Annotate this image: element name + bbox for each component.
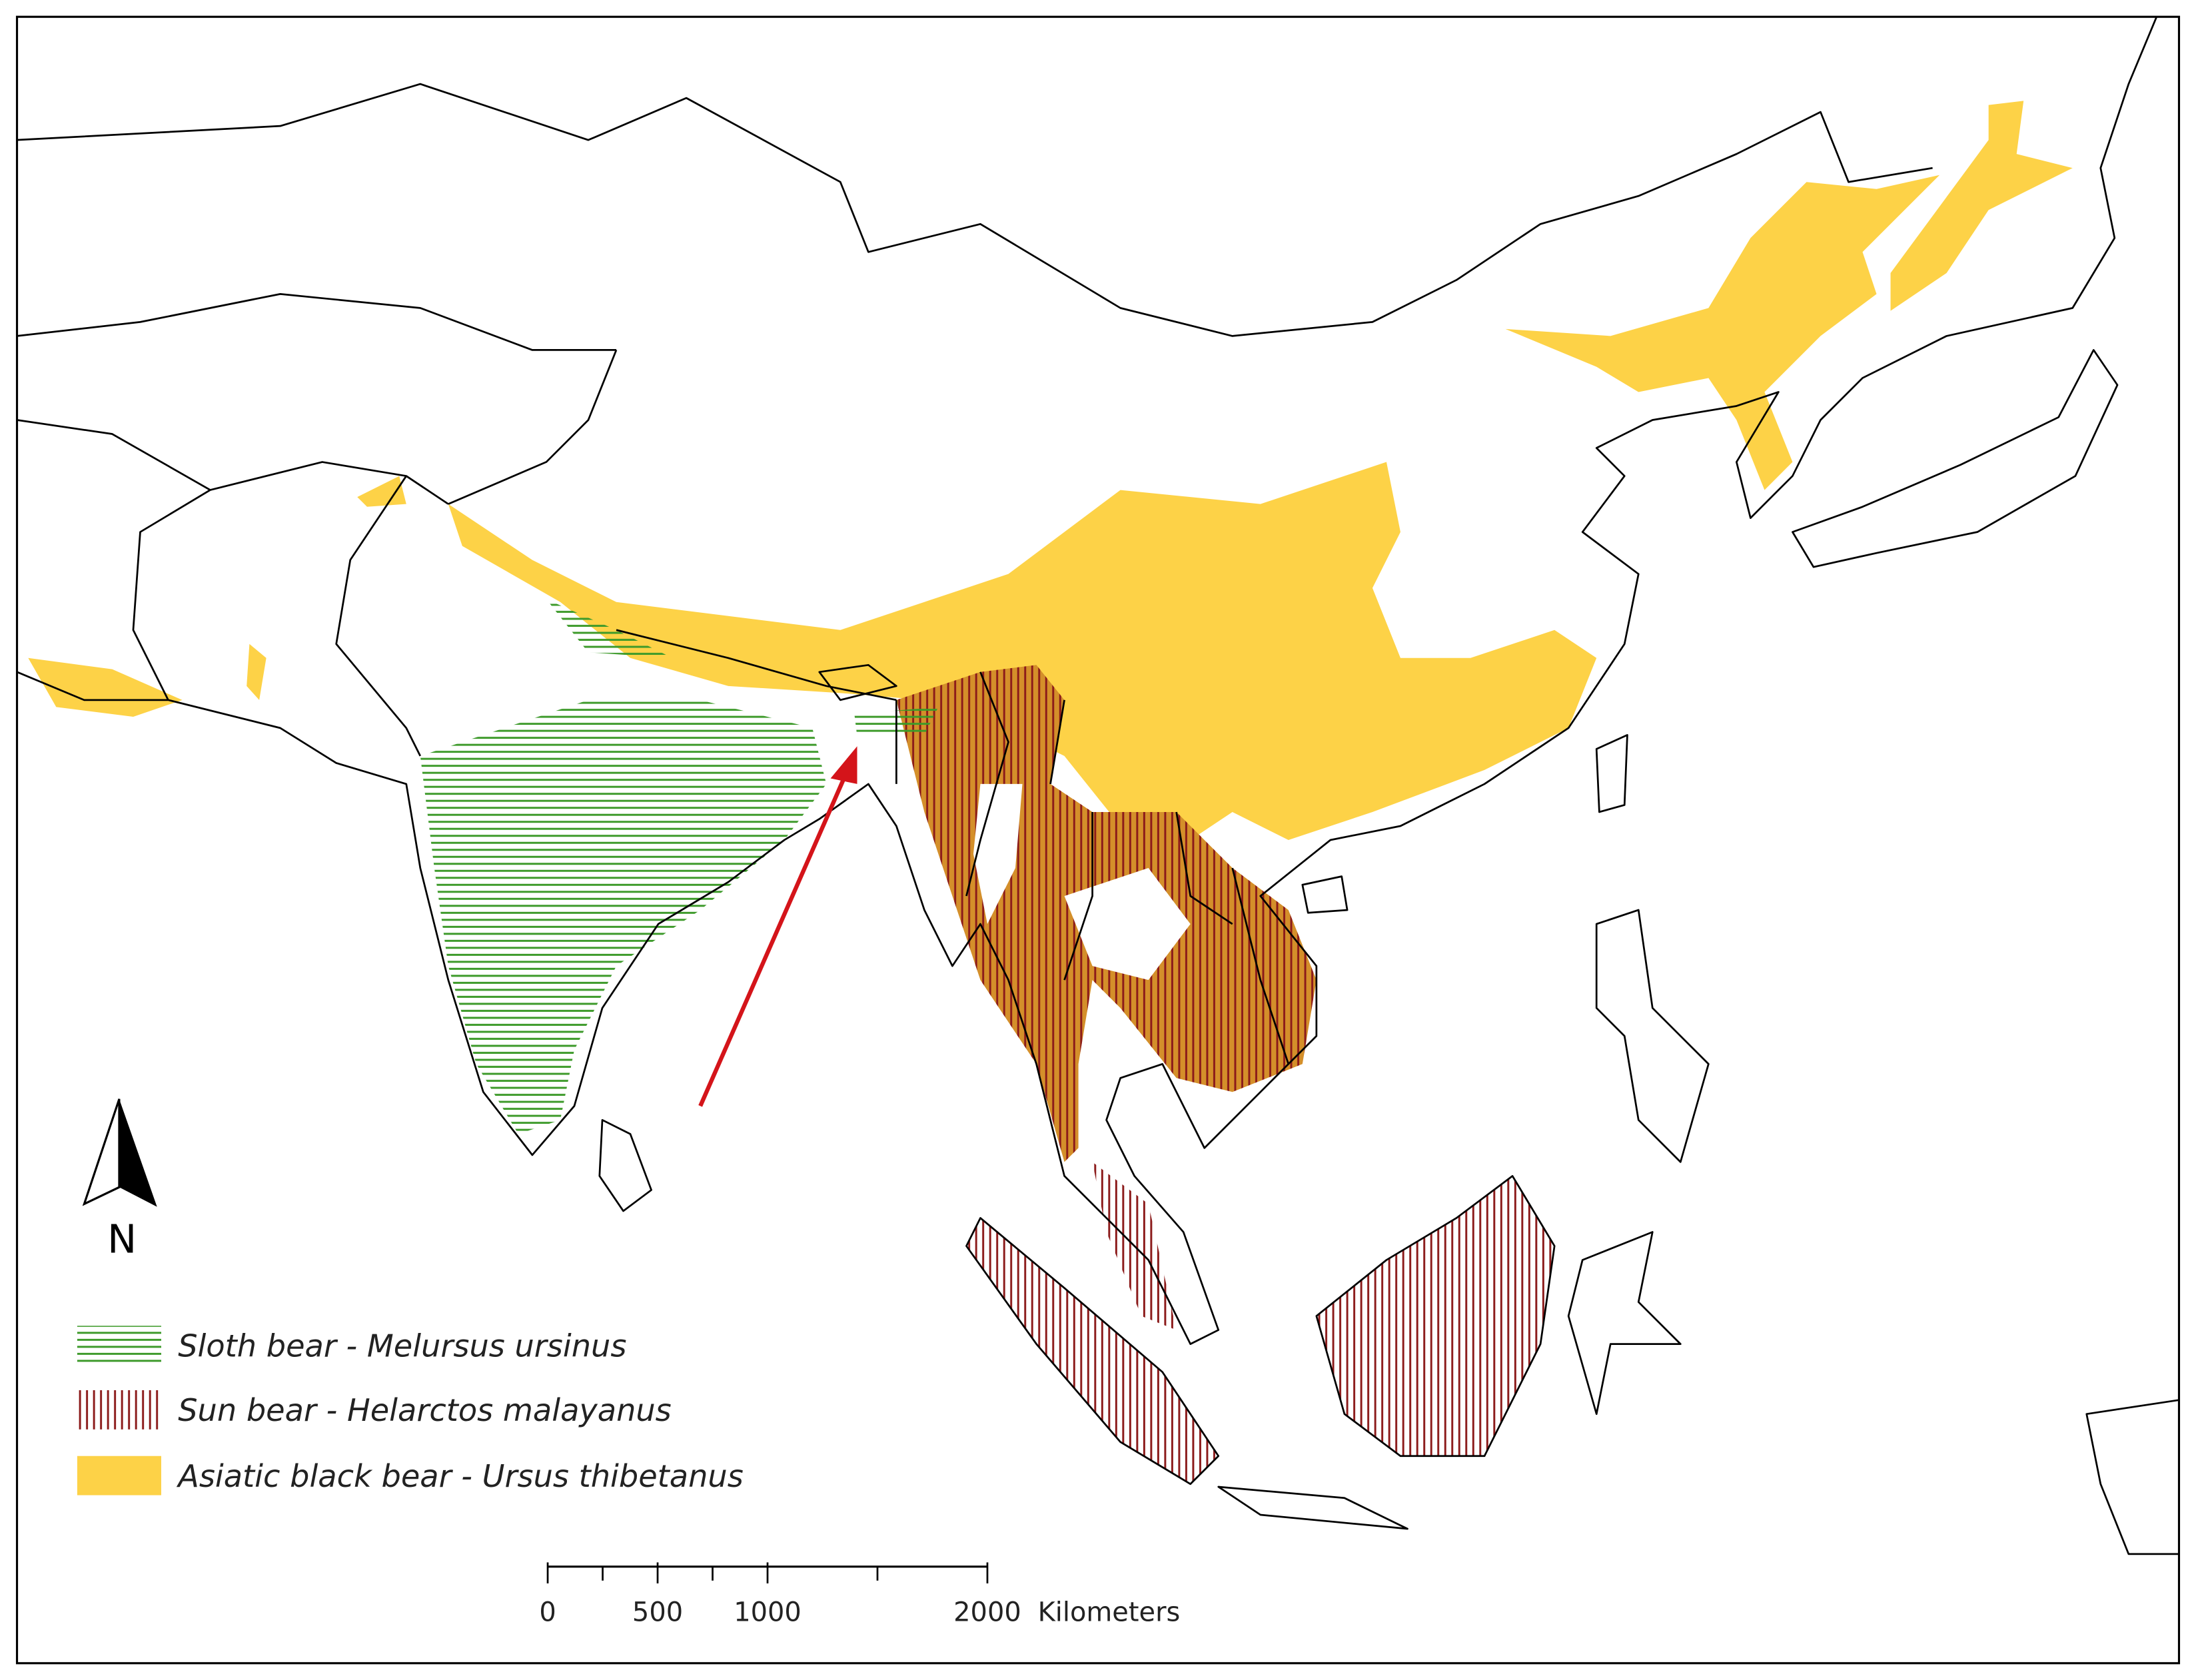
pointer-arrow (698, 776, 847, 1107)
scale-tick-label: 2000 (953, 1597, 1021, 1628)
range-gap (973, 783, 1191, 981)
legend-label: Sloth bear - Melursus ursinus (178, 1328, 626, 1364)
legend-label: Asiatic black bear - Ursus thibetanus (176, 1458, 744, 1494)
legend-swatch (77, 1456, 161, 1495)
range-asiatic-black-bear (1890, 101, 2073, 311)
border (17, 83, 1933, 1064)
range-asiatic-black-bear (448, 462, 1597, 840)
pointer-arrowhead (830, 746, 857, 784)
north-label: N (107, 1216, 137, 1262)
island (598, 1118, 652, 1212)
island (1792, 349, 2119, 568)
range-sloth-bear (420, 599, 939, 1134)
scale-unit: Kilometers (1038, 1597, 1181, 1628)
scale-tick-label: 1000 (734, 1597, 802, 1628)
range-sun-bear (966, 1162, 1555, 1484)
legend-swatch (77, 1326, 161, 1366)
coastline (16, 16, 2158, 1345)
scale-tick-label: 0 (539, 1597, 556, 1628)
legend-swatch (77, 1390, 161, 1430)
north-arrow-right (119, 1098, 157, 1207)
legend-label: Sun bear - Helarctos malayanus (178, 1392, 672, 1428)
scale-bar: 0 500 1000 2000 Kilometers (539, 1562, 1181, 1628)
range-asiatic-black-bear (1505, 175, 1940, 490)
island (1301, 875, 1349, 914)
island (1595, 734, 1628, 813)
island (965, 909, 2180, 1555)
scale-tick-label: 500 (632, 1597, 683, 1628)
